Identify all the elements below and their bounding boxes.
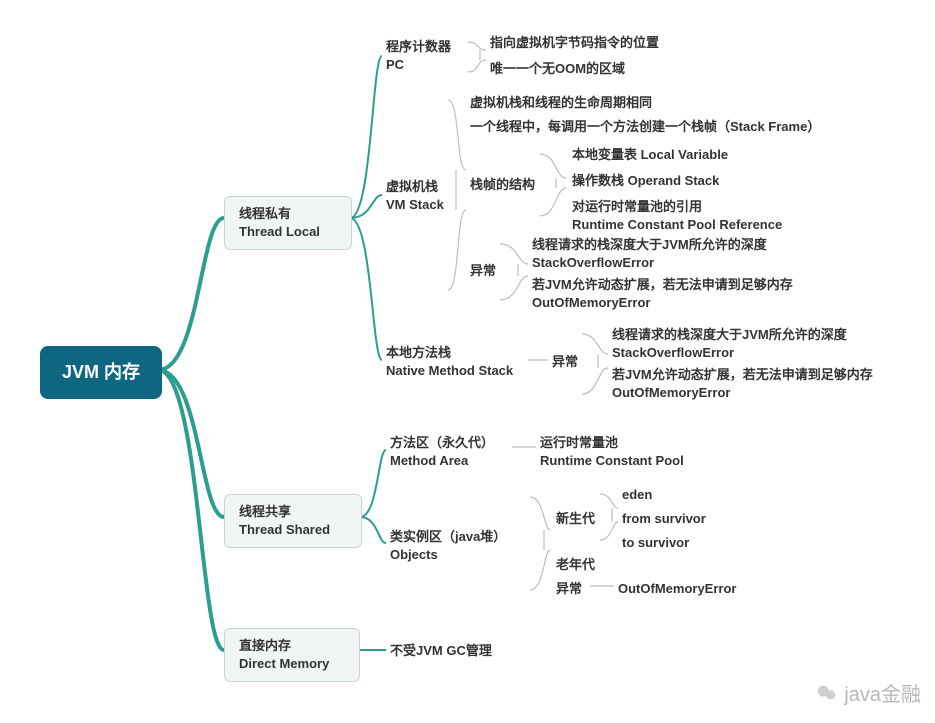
node-method-area: 方法区（永久代） Method Area <box>390 434 494 470</box>
node-objects: 类实例区（java堆） Objects <box>390 528 506 564</box>
root-node: JVM 内存 <box>40 346 162 399</box>
leaf-natexc-0-cn: 线程请求的栈深度大于JVM所允许的深度 <box>612 327 847 342</box>
sub-thread-local-en: Thread Local <box>239 223 337 241</box>
leaf-natexc-1: 若JVM允许动态扩展，若无法申请到足够内存 OutOfMemoryError <box>612 366 873 402</box>
watermark-text: java金融 <box>844 678 921 707</box>
leaf-vmexc-0-cn: 线程请求的栈深度大于JVM所允许的深度 <box>532 237 767 252</box>
leaf-runtime-pool-cn: 运行时常量池 <box>540 435 618 450</box>
sub-direct-memory: 直接内存 Direct Memory <box>224 628 360 682</box>
node-native-en: Native Method Stack <box>386 362 513 380</box>
watermark: java金融 <box>816 678 921 707</box>
wechat-icon <box>816 682 838 704</box>
leaf-direct: 不受JVM GC管理 <box>390 642 492 660</box>
sub-thread-local: 线程私有 Thread Local <box>224 196 352 250</box>
leaf-frame-2-cn: 对运行时常量池的引用 <box>572 199 702 214</box>
node-vmstack: 虚拟机栈 VM Stack <box>386 178 444 214</box>
node-vmstack-en: VM Stack <box>386 196 444 214</box>
node-pc-en: PC <box>386 56 451 74</box>
leaf-runtime-pool-en: Runtime Constant Pool <box>540 452 684 470</box>
node-obj-exc: 异常 <box>556 580 582 598</box>
leaf-pc-1: 唯一一个无OOM的区域 <box>490 60 625 78</box>
node-native-exc: 异常 <box>552 353 578 371</box>
sub-direct-memory-en: Direct Memory <box>239 655 345 673</box>
node-frame: 栈帧的结构 <box>470 176 535 194</box>
node-newgen: 新生代 <box>556 510 595 528</box>
node-native-cn: 本地方法栈 <box>386 345 451 360</box>
sub-thread-local-cn: 线程私有 <box>239 205 337 223</box>
sub-direct-memory-cn: 直接内存 <box>239 637 345 655</box>
leaf-from-survivor: from survivor <box>622 510 706 528</box>
node-method-area-en: Method Area <box>390 452 494 470</box>
leaf-vmexc-1: 若JVM允许动态扩展，若无法申请到足够内存 OutOfMemoryError <box>532 276 793 312</box>
leaf-vmexc-0-en: StackOverflowError <box>532 254 767 272</box>
node-pc-cn: 程序计数器 <box>386 39 451 54</box>
node-pc: 程序计数器 PC <box>386 38 451 74</box>
leaf-vmexc-1-en: OutOfMemoryError <box>532 294 793 312</box>
leaf-natexc-1-en: OutOfMemoryError <box>612 384 873 402</box>
leaf-pc-0: 指向虚拟机字节码指令的位置 <box>490 34 659 52</box>
leaf-vmstack-1: 一个线程中，每调用一个方法创建一个栈帧（Stack Frame） <box>470 118 820 136</box>
leaf-natexc-0: 线程请求的栈深度大于JVM所允许的深度 StackOverflowError <box>612 326 847 362</box>
leaf-frame-0: 本地变量表 Local Variable <box>572 146 728 164</box>
sub-thread-shared-en: Thread Shared <box>239 521 347 539</box>
leaf-obj-oom: OutOfMemoryError <box>618 580 736 598</box>
node-objects-cn: 类实例区（java堆） <box>390 529 506 544</box>
leaf-runtime-pool: 运行时常量池 Runtime Constant Pool <box>540 434 684 470</box>
node-method-area-cn: 方法区（永久代） <box>390 435 494 450</box>
leaf-vmexc-1-cn: 若JVM允许动态扩展，若无法申请到足够内存 <box>532 277 793 292</box>
node-vmstack-cn: 虚拟机栈 <box>386 179 438 194</box>
sub-thread-shared-cn: 线程共享 <box>239 503 347 521</box>
leaf-natexc-1-cn: 若JVM允许动态扩展，若无法申请到足够内存 <box>612 367 873 382</box>
node-native: 本地方法栈 Native Method Stack <box>386 344 513 380</box>
sub-thread-shared: 线程共享 Thread Shared <box>224 494 362 548</box>
leaf-vmexc-0: 线程请求的栈深度大于JVM所允许的深度 StackOverflowError <box>532 236 767 272</box>
leaf-frame-1: 操作数栈 Operand Stack <box>572 172 719 190</box>
node-oldgen: 老年代 <box>556 556 595 574</box>
leaf-frame-2: 对运行时常量池的引用 Runtime Constant Pool Referen… <box>572 198 782 234</box>
leaf-to-survivor: to survivor <box>622 534 689 552</box>
root-label: JVM 内存 <box>62 362 140 382</box>
leaf-natexc-0-en: StackOverflowError <box>612 344 847 362</box>
leaf-frame-2-en: Runtime Constant Pool Reference <box>572 216 782 234</box>
node-vm-exc: 异常 <box>470 262 496 280</box>
leaf-eden: eden <box>622 486 652 504</box>
leaf-vmstack-0: 虚拟机栈和线程的生命周期相同 <box>470 94 652 112</box>
node-objects-en: Objects <box>390 546 506 564</box>
